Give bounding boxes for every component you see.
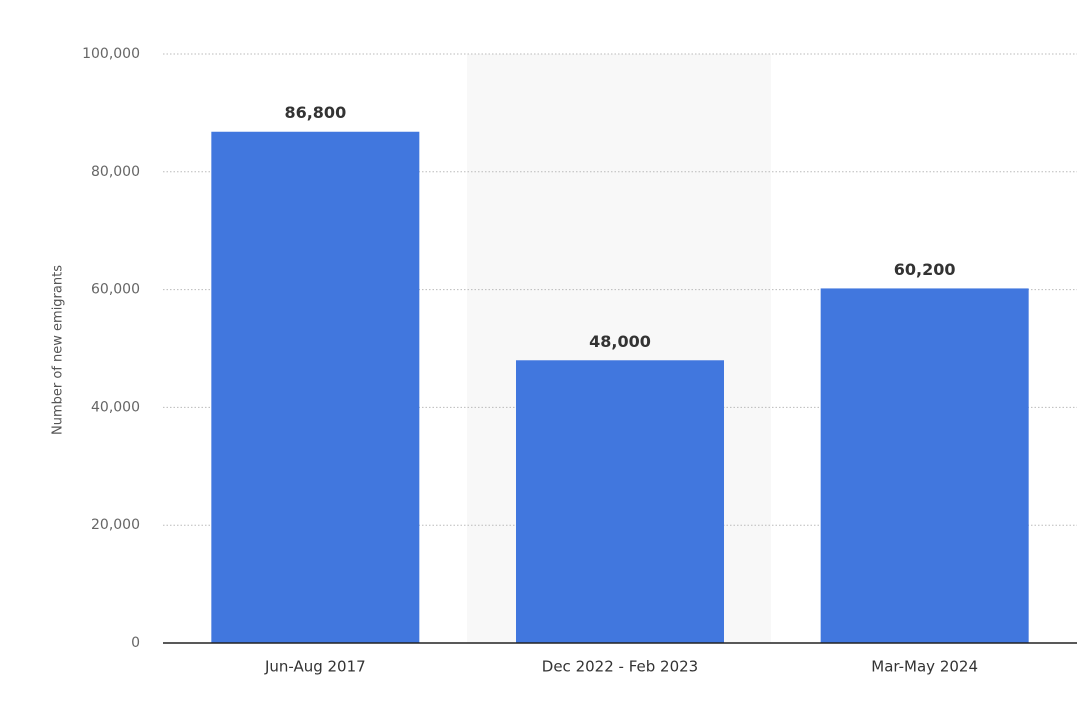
value-label: 86,800 xyxy=(284,103,346,122)
y-tick-label: 60,000 xyxy=(91,282,140,298)
bar xyxy=(820,288,1029,643)
y-tick-label: 80,000 xyxy=(91,164,140,180)
y-tick-label: 20,000 xyxy=(91,517,140,533)
y-tick-label: 100,000 xyxy=(82,46,140,62)
x-tick-label: Mar-May 2024 xyxy=(871,658,978,676)
value-label: 60,200 xyxy=(894,260,956,279)
x-tick-label: Dec 2022 - Feb 2023 xyxy=(542,658,698,676)
value-label: 48,000 xyxy=(589,332,651,351)
y-axis-title: Number of new emigrants xyxy=(51,265,66,435)
bar xyxy=(516,360,724,643)
y-tick-label: 0 xyxy=(131,635,140,651)
y-tick-label: 40,000 xyxy=(91,399,140,415)
x-tick-label: Jun-Aug 2017 xyxy=(264,658,366,676)
bar xyxy=(211,131,420,644)
